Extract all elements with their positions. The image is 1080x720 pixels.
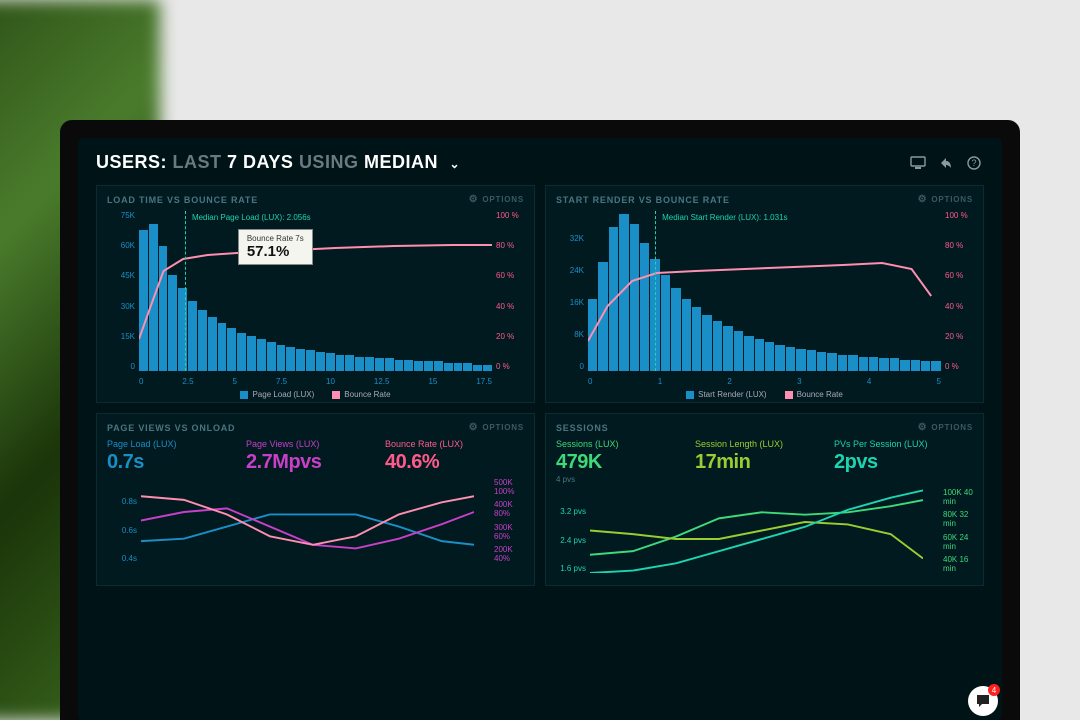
panel-startrender-bounce: START RENDER VS BOUNCE RATE ⚙OPTIONS 32K… [545, 185, 984, 403]
laptop-frame: USERS: LAST 7 DAYS USING MEDIAN ⌄ ? LOAD… [60, 120, 1020, 720]
metric: Bounce Rate (LUX)40.6% [385, 439, 524, 474]
metric: Page Views (LUX)2.7Mpvs [246, 439, 385, 474]
help-icon[interactable]: ? [964, 153, 984, 173]
share-icon[interactable] [936, 153, 956, 173]
legend-bar: Start Render (LUX) [686, 390, 766, 399]
metric: PVs Per Session (LUX)2pvs [834, 439, 973, 484]
panel-title: PAGE VIEWS VS ONLOAD [107, 423, 235, 433]
startrender-chart: 32K24K16K8K0 100 %80 %60 %40 %20 %0 % Me… [556, 211, 973, 396]
legend-bar: Page Load (LUX) [240, 390, 314, 399]
panel-loadtime-bounce: LOAD TIME VS BOUNCE RATE ⚙OPTIONS 75K60K… [96, 185, 535, 403]
metric: Page Load (LUX)0.7s [107, 439, 246, 474]
metric: Sessions (LUX)479K4 pvs [556, 439, 695, 484]
gear-icon: ⚙ [918, 194, 928, 205]
header-title[interactable]: USERS: LAST 7 DAYS USING MEDIAN ⌄ [96, 152, 460, 173]
chart-tooltip: Bounce Rate 7s 57.1% [238, 229, 313, 265]
gear-icon: ⚙ [918, 422, 928, 433]
tooltip-value: 57.1% [247, 243, 304, 260]
legend-line: Bounce Rate [332, 390, 390, 399]
tooltip-label: Bounce Rate 7s [247, 234, 304, 243]
notification-badge: 4 [988, 684, 1000, 696]
options-button[interactable]: ⚙OPTIONS [918, 194, 973, 205]
title-median: MEDIAN [364, 152, 438, 172]
panel-pageviews-onload: PAGE VIEWS VS ONLOAD ⚙OPTIONS Page Load … [96, 413, 535, 586]
panel-title: SESSIONS [556, 423, 608, 433]
metric: Session Length (LUX)17min [695, 439, 834, 484]
chat-button[interactable]: 4 [968, 686, 998, 716]
title-using: USING [299, 152, 359, 172]
options-button[interactable]: ⚙OPTIONS [469, 422, 524, 433]
legend-line: Bounce Rate [785, 390, 843, 399]
chevron-down-icon[interactable]: ⌄ [449, 157, 460, 171]
gear-icon: ⚙ [469, 422, 479, 433]
panel-sessions: SESSIONS ⚙OPTIONS Sessions (LUX)479K4 pv… [545, 413, 984, 586]
header-actions: ? [908, 153, 984, 173]
title-7days: 7 DAYS [227, 152, 293, 172]
options-button[interactable]: ⚙OPTIONS [469, 194, 524, 205]
dashboard-header: USERS: LAST 7 DAYS USING MEDIAN ⌄ ? [96, 152, 984, 173]
dashboard-screen: USERS: LAST 7 DAYS USING MEDIAN ⌄ ? LOAD… [78, 138, 1002, 720]
loadtime-chart: 75K60K45K30K15K0 100 %80 %60 %40 %20 %0 … [107, 211, 524, 396]
gear-icon: ⚙ [469, 194, 479, 205]
panel-title: START RENDER VS BOUNCE RATE [556, 195, 730, 205]
monitor-icon[interactable] [908, 153, 928, 173]
options-button[interactable]: ⚙OPTIONS [918, 422, 973, 433]
title-users: USERS: [96, 152, 167, 172]
svg-text:?: ? [971, 158, 976, 168]
title-last: LAST [173, 152, 222, 172]
panel-title: LOAD TIME VS BOUNCE RATE [107, 195, 258, 205]
median-label: Median Page Load (LUX): 2.056s [192, 213, 311, 222]
median-label: Median Start Render (LUX): 1.031s [662, 213, 787, 222]
